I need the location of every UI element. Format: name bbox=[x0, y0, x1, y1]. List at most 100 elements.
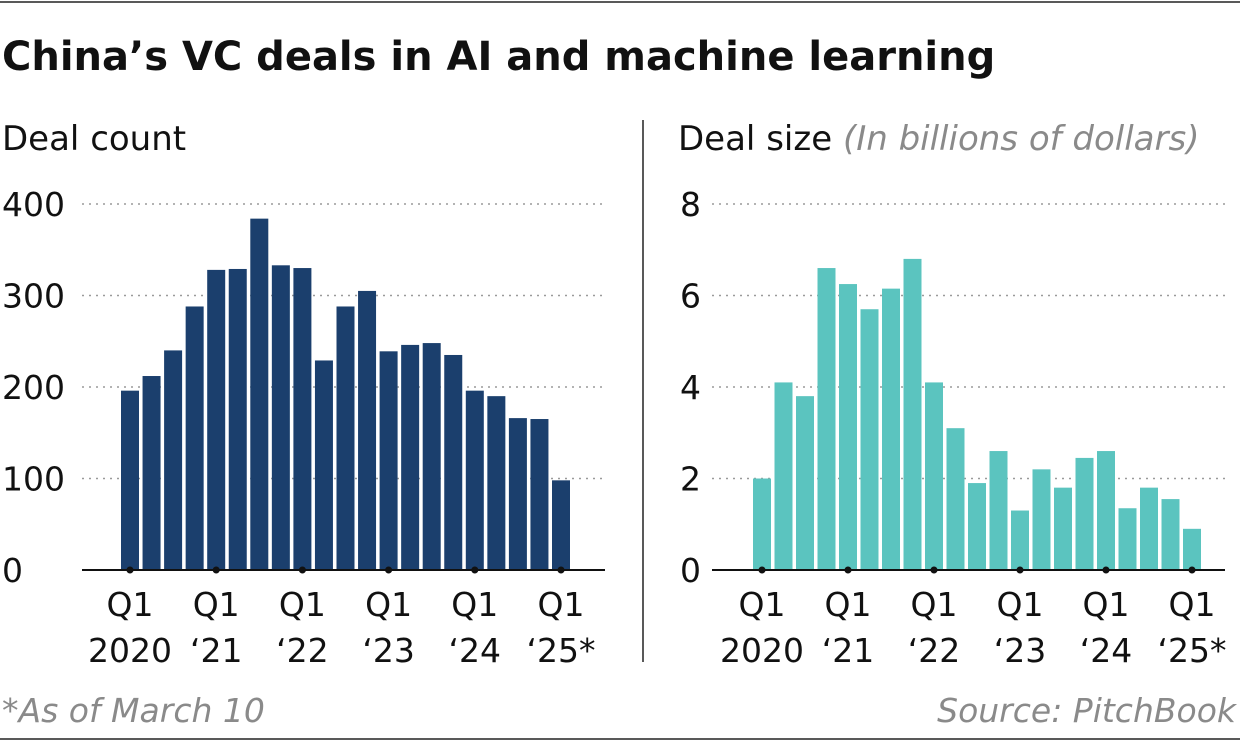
panel-title-text: Deal size bbox=[678, 119, 832, 159]
bar bbox=[508, 418, 527, 570]
x-tick-label-line: ‘25* bbox=[527, 631, 596, 670]
bar bbox=[250, 218, 269, 570]
x-tick-label-line: Q1 bbox=[451, 585, 498, 624]
x-tick-dot bbox=[930, 566, 938, 574]
x-tick-label-line: 2020 bbox=[720, 631, 804, 670]
x-tick-label-line: ‘22 bbox=[908, 631, 960, 670]
x-tick-label-line: Q1 bbox=[739, 585, 786, 624]
y-tick-label: 400 bbox=[2, 185, 65, 224]
y-tick-label: 0 bbox=[680, 551, 701, 590]
x-tick-label: Q1 ‘24 bbox=[1080, 585, 1132, 670]
bar bbox=[293, 268, 312, 570]
bar bbox=[946, 428, 965, 570]
bar bbox=[989, 451, 1008, 570]
bar bbox=[1011, 510, 1029, 570]
x-tick-dot bbox=[298, 566, 306, 574]
x-tick-label-line: 2020 bbox=[88, 631, 172, 670]
bar bbox=[164, 350, 183, 570]
bar bbox=[1075, 457, 1094, 570]
bar bbox=[796, 396, 814, 570]
panel-subtitle: (In billions of dollars) bbox=[843, 119, 1200, 159]
y-tick-label: 0 bbox=[2, 551, 23, 590]
bar bbox=[1032, 469, 1051, 570]
bar bbox=[142, 376, 161, 570]
y-tick-label: 6 bbox=[680, 277, 701, 316]
x-tick-label: Q1 ‘21 bbox=[822, 585, 874, 670]
bar bbox=[968, 483, 986, 570]
bar bbox=[185, 306, 204, 570]
x-tick-label-line: ‘23 bbox=[362, 631, 414, 670]
panel-title: Deal size (In billions of dollars) bbox=[678, 119, 1199, 159]
chart-title: China’s VC deals in AI and machine learn… bbox=[2, 34, 995, 80]
x-tick-dot bbox=[1188, 566, 1196, 574]
y-tick-label: 200 bbox=[2, 368, 65, 407]
y-tick-label: 300 bbox=[2, 277, 65, 316]
x-tick-label-line: Q1 bbox=[193, 585, 240, 624]
x-tick-dot bbox=[758, 566, 766, 574]
bar bbox=[1118, 508, 1137, 570]
x-tick-label: Q1 ‘23 bbox=[362, 585, 414, 670]
x-tick-label-line: ‘25* bbox=[1158, 631, 1227, 670]
x-tick-label: Q1 2020 bbox=[88, 585, 172, 670]
x-tick-label-line: ‘22 bbox=[276, 631, 328, 670]
bar bbox=[1097, 451, 1115, 570]
x-tick-label-line: Q1 bbox=[825, 585, 872, 624]
panel-title: Deal count bbox=[2, 119, 186, 159]
bar bbox=[882, 288, 900, 570]
x-tick-label-line: ‘21 bbox=[190, 631, 242, 670]
y-tick-label: 2 bbox=[680, 460, 701, 499]
x-tick-label: Q1 ‘22 bbox=[276, 585, 328, 670]
x-tick-dot bbox=[212, 566, 220, 574]
x-tick-label-line: ‘21 bbox=[822, 631, 874, 670]
y-tick-label: 8 bbox=[680, 185, 701, 224]
source: Source: PitchBook bbox=[937, 691, 1238, 730]
bar bbox=[753, 478, 771, 570]
bar bbox=[207, 269, 226, 570]
bar bbox=[358, 290, 377, 570]
bar bbox=[860, 309, 879, 570]
x-tick-label: Q1 ‘21 bbox=[190, 585, 242, 670]
x-tick-dot bbox=[1016, 566, 1024, 574]
bar bbox=[121, 390, 139, 570]
x-tick-dot bbox=[557, 566, 565, 574]
x-tick-dot bbox=[844, 566, 852, 574]
bar bbox=[444, 354, 463, 570]
bar bbox=[1140, 487, 1158, 570]
bar bbox=[379, 351, 398, 570]
bar bbox=[314, 360, 333, 570]
x-tick-label: Q1 ‘24 bbox=[449, 585, 501, 670]
bar bbox=[925, 382, 943, 570]
bar bbox=[1183, 528, 1201, 570]
x-tick-label: Q1 2020 bbox=[720, 585, 804, 670]
bar bbox=[487, 396, 506, 570]
bar bbox=[401, 344, 420, 570]
x-tick-dot bbox=[126, 566, 134, 574]
bar bbox=[336, 306, 355, 570]
bar bbox=[1161, 499, 1180, 570]
x-tick-label-line: Q1 bbox=[1083, 585, 1130, 624]
x-tick-label: Q1 ‘23 bbox=[994, 585, 1046, 670]
footnote: *As of March 10 bbox=[2, 691, 265, 730]
x-tick-label-line: ‘23 bbox=[994, 631, 1046, 670]
x-tick-label: Q1 ‘25* bbox=[527, 585, 596, 670]
bar bbox=[530, 419, 549, 570]
bar bbox=[817, 268, 836, 570]
x-tick-dot bbox=[1102, 566, 1110, 574]
bar bbox=[839, 284, 857, 570]
bar bbox=[1054, 487, 1072, 570]
bar bbox=[774, 382, 793, 570]
x-tick-label-line: Q1 bbox=[911, 585, 958, 624]
x-tick-dot bbox=[385, 566, 393, 574]
bar bbox=[903, 258, 922, 570]
x-tick-label-line: Q1 bbox=[107, 585, 154, 624]
bar bbox=[228, 268, 247, 570]
y-tick-label: 100 bbox=[2, 460, 65, 499]
bar bbox=[552, 480, 570, 570]
bar bbox=[465, 390, 484, 570]
x-tick-label: Q1 ‘22 bbox=[908, 585, 960, 670]
x-tick-label: Q1 ‘25* bbox=[1158, 585, 1227, 670]
y-tick-label: 4 bbox=[680, 368, 701, 407]
x-tick-label-line: Q1 bbox=[997, 585, 1044, 624]
bar bbox=[271, 265, 290, 570]
